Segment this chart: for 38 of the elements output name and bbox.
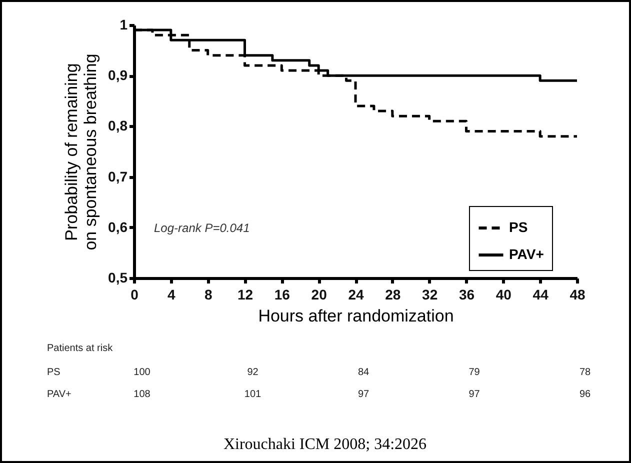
x-tick-label: 36 bbox=[458, 286, 475, 302]
x-tick-label: 28 bbox=[385, 286, 401, 302]
text: 97 bbox=[468, 389, 480, 400]
y-tick-label: 1 bbox=[120, 16, 128, 32]
x-tick-label: 20 bbox=[311, 286, 328, 302]
y-axis-title: Probability of remaining on spontaneous breathing bbox=[62, 54, 100, 250]
y-tick-label: 0,5 bbox=[108, 270, 128, 286]
text: 97 bbox=[358, 389, 370, 400]
text: Xirouchaki ICM 2008; 34:2026 bbox=[223, 436, 427, 454]
text: 100 bbox=[134, 367, 150, 378]
legend-label: PS bbox=[509, 219, 528, 235]
x-tick-label: 40 bbox=[496, 286, 512, 302]
text: 92 bbox=[247, 367, 258, 378]
y-tick-label: 0,8 bbox=[108, 118, 128, 134]
text: 79 bbox=[468, 367, 480, 378]
text: PS bbox=[47, 367, 60, 378]
annotation: Log-rank P=0.041 bbox=[154, 221, 250, 235]
x-axis-title: Hours after randomization bbox=[258, 306, 454, 326]
text: 108 bbox=[134, 389, 150, 400]
x-tick-label: 0 bbox=[130, 286, 139, 302]
y-tick-label: 0,6 bbox=[108, 218, 128, 235]
text: 96 bbox=[579, 389, 591, 400]
x-tick-label: 44 bbox=[532, 286, 549, 302]
x-tick-label: 24 bbox=[348, 286, 364, 302]
y-tick-label: 0,9 bbox=[108, 67, 128, 84]
text: Patients at risk bbox=[47, 343, 113, 354]
text: PAV+ bbox=[47, 389, 72, 400]
x-tick-label: 32 bbox=[422, 286, 438, 302]
text: 101 bbox=[244, 389, 262, 400]
x-tick-label: 16 bbox=[274, 286, 290, 302]
x-tick-label: 12 bbox=[237, 286, 254, 302]
x-tick-label: 4 bbox=[168, 286, 176, 302]
text: 78 bbox=[579, 367, 591, 378]
x-tick-label: 48 bbox=[570, 286, 586, 302]
y-tick-label: 0,7 bbox=[108, 168, 128, 184]
x-tick-label: 8 bbox=[204, 286, 212, 302]
legend-label: PAV+ bbox=[509, 246, 544, 262]
text: 84 bbox=[358, 367, 370, 378]
